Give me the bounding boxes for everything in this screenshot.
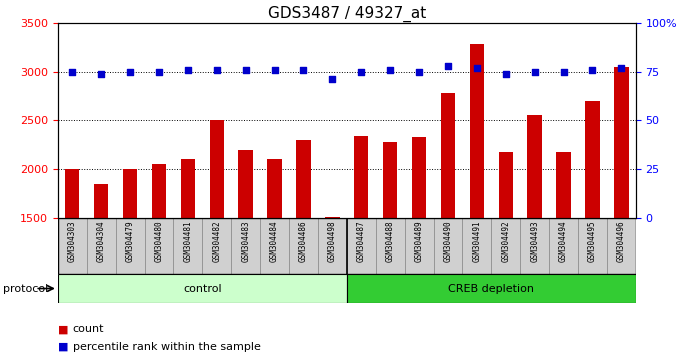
Bar: [144, 218, 173, 274]
Bar: [296, 140, 311, 218]
Bar: [376, 218, 405, 274]
Bar: [578, 218, 607, 274]
Bar: [181, 159, 195, 218]
Text: GSM304493: GSM304493: [530, 221, 539, 262]
Text: percentile rank within the sample: percentile rank within the sample: [73, 342, 260, 352]
Text: GSM304489: GSM304489: [415, 221, 424, 262]
Title: GDS3487 / 49327_at: GDS3487 / 49327_at: [268, 5, 426, 22]
Bar: [498, 153, 513, 218]
Bar: [354, 136, 369, 218]
Text: GSM304488: GSM304488: [386, 221, 394, 262]
Point: [413, 69, 424, 74]
Text: GSM304490: GSM304490: [443, 221, 452, 262]
Text: GSM304491: GSM304491: [473, 221, 481, 262]
Text: GSM304303: GSM304303: [68, 221, 77, 262]
Bar: [347, 274, 636, 303]
Bar: [441, 93, 455, 218]
Bar: [87, 218, 116, 274]
Text: GSM304481: GSM304481: [184, 221, 192, 262]
Bar: [549, 218, 578, 274]
Text: count: count: [73, 324, 104, 334]
Bar: [347, 218, 376, 274]
Bar: [58, 218, 87, 274]
Point: [154, 69, 165, 74]
Point: [529, 69, 540, 74]
Text: CREB depletion: CREB depletion: [448, 284, 534, 293]
Bar: [203, 218, 231, 274]
Bar: [289, 218, 318, 274]
Bar: [556, 153, 571, 218]
Bar: [173, 218, 203, 274]
Point: [269, 67, 280, 73]
Bar: [520, 218, 549, 274]
Point: [500, 71, 511, 76]
Point: [356, 69, 367, 74]
Point: [211, 67, 222, 73]
Bar: [260, 218, 289, 274]
Point: [471, 65, 482, 71]
Text: GSM304484: GSM304484: [270, 221, 279, 262]
Text: GSM304486: GSM304486: [299, 221, 308, 262]
Text: ■: ■: [58, 324, 72, 334]
Text: protocol: protocol: [3, 284, 49, 293]
Bar: [231, 218, 260, 274]
Point: [443, 63, 454, 69]
Bar: [65, 169, 80, 218]
Bar: [318, 218, 347, 274]
Text: GSM304480: GSM304480: [154, 221, 163, 262]
Text: GSM304492: GSM304492: [501, 221, 510, 262]
Bar: [585, 101, 600, 218]
Bar: [470, 45, 484, 218]
Bar: [152, 164, 166, 218]
Bar: [528, 115, 542, 218]
Bar: [116, 218, 144, 274]
Bar: [58, 274, 347, 303]
Text: GSM304487: GSM304487: [357, 221, 366, 262]
Bar: [239, 149, 253, 218]
Bar: [412, 137, 426, 218]
Bar: [492, 218, 520, 274]
Bar: [209, 120, 224, 218]
Text: GSM304498: GSM304498: [328, 221, 337, 262]
Bar: [434, 218, 462, 274]
Point: [96, 71, 107, 76]
Point: [240, 67, 251, 73]
Bar: [614, 67, 628, 218]
Bar: [607, 218, 636, 274]
Text: GSM304495: GSM304495: [588, 221, 597, 262]
Point: [558, 69, 569, 74]
Point: [385, 67, 396, 73]
Point: [298, 67, 309, 73]
Text: GSM304482: GSM304482: [212, 221, 221, 262]
Point: [327, 76, 338, 82]
Bar: [462, 218, 492, 274]
Text: ■: ■: [58, 342, 72, 352]
Point: [124, 69, 135, 74]
Bar: [405, 218, 434, 274]
Text: GSM304304: GSM304304: [97, 221, 105, 262]
Point: [67, 69, 78, 74]
Bar: [325, 217, 339, 218]
Point: [616, 65, 627, 71]
Point: [182, 67, 193, 73]
Text: GSM304479: GSM304479: [126, 221, 135, 262]
Bar: [94, 184, 108, 218]
Bar: [383, 142, 397, 218]
Text: control: control: [183, 284, 222, 293]
Bar: [267, 159, 282, 218]
Bar: [123, 169, 137, 218]
Text: GSM304496: GSM304496: [617, 221, 626, 262]
Text: GSM304494: GSM304494: [559, 221, 568, 262]
Text: GSM304483: GSM304483: [241, 221, 250, 262]
Point: [587, 67, 598, 73]
